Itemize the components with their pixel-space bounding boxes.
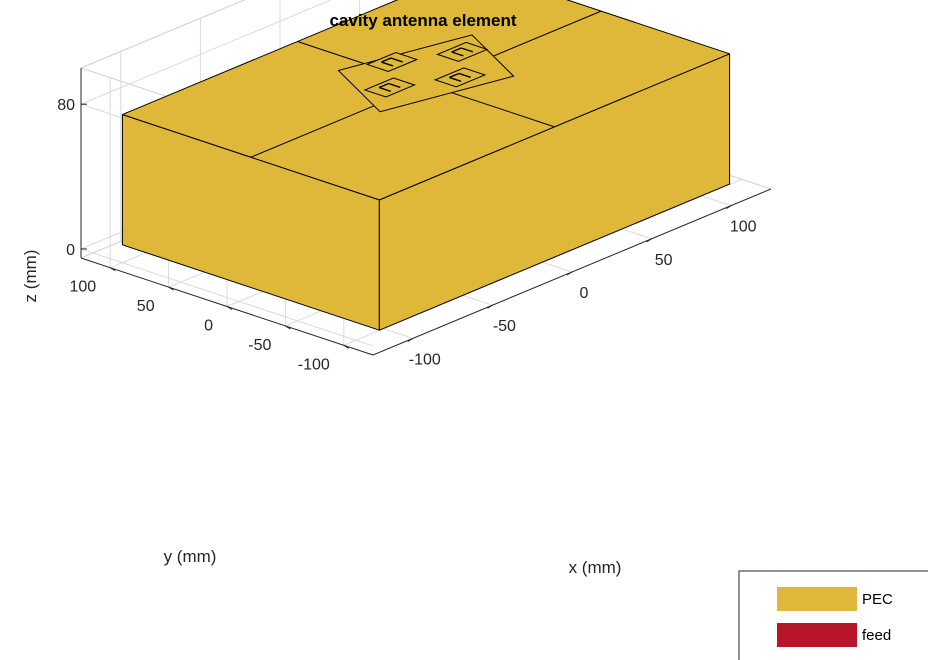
tick-labels: -100 -50 0 50 100 -100 -50 0 50 100 0 80 bbox=[57, 97, 756, 373]
element-feed-slot bbox=[449, 72, 471, 82]
y-tick-label: 0 bbox=[204, 318, 213, 335]
x-tick-mark bbox=[725, 205, 732, 210]
grid-line-z-left bbox=[80, 248, 374, 347]
x-tick-mark bbox=[646, 238, 652, 243]
y-tick-label: -100 bbox=[298, 356, 330, 373]
y-tick-mark bbox=[109, 267, 116, 272]
x-tick-label: -100 bbox=[409, 351, 441, 368]
element-patch bbox=[433, 67, 487, 88]
legend: PEC feed bbox=[738, 570, 928, 660]
y-axis-label: y (mm) bbox=[164, 547, 217, 566]
element-patch bbox=[436, 41, 489, 62]
legend-label-feed: feed bbox=[862, 627, 891, 644]
y-tick-mark bbox=[168, 286, 174, 291]
element-feed-slot bbox=[451, 47, 474, 57]
y-tick-label: 100 bbox=[69, 279, 96, 296]
x-tick-label: 50 bbox=[655, 252, 673, 269]
y-tick-mark bbox=[285, 325, 291, 330]
z-tick-label: 0 bbox=[66, 242, 75, 259]
element-patch bbox=[363, 77, 416, 98]
x-axis-label: x (mm) bbox=[569, 558, 622, 577]
x-tick-mark bbox=[566, 271, 573, 276]
element-feed-slot bbox=[381, 57, 403, 67]
legend-label-pec: PEC bbox=[862, 591, 893, 608]
z-tick-label: 80 bbox=[57, 97, 75, 114]
legend-swatch-feed bbox=[777, 623, 857, 647]
x-tick-mark bbox=[487, 304, 493, 309]
box-edge bbox=[80, 0, 246, 69]
y-tick-label: -50 bbox=[248, 337, 271, 354]
y-tick-mark bbox=[226, 306, 233, 310]
x-tick-label: -50 bbox=[493, 318, 516, 335]
grid-line-z-right bbox=[80, 0, 333, 105]
z-axis-label: z (mm) bbox=[21, 250, 40, 303]
antenna-element-patches bbox=[337, 34, 515, 113]
element-patch bbox=[365, 51, 419, 72]
x-tick-mark bbox=[407, 337, 414, 342]
y-tick-mark bbox=[343, 344, 350, 349]
x-tick-label: 0 bbox=[580, 285, 589, 302]
element-feed-slot bbox=[378, 82, 401, 93]
chart-title: cavity antenna element bbox=[329, 11, 516, 30]
y-tick-label: 50 bbox=[137, 298, 155, 315]
legend-swatch-pec bbox=[777, 587, 857, 611]
x-tick-label: 100 bbox=[730, 219, 757, 236]
